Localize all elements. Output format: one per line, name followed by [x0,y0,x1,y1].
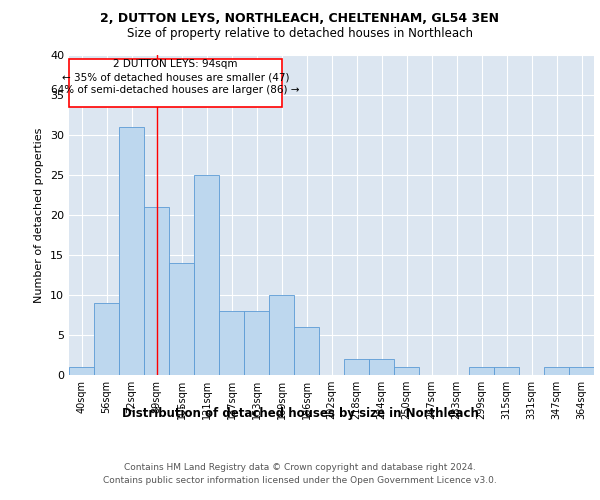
Bar [269,295,294,375]
Bar [569,367,594,375]
Bar [169,263,194,375]
Text: Contains public sector information licensed under the Open Government Licence v3: Contains public sector information licen… [103,476,497,485]
Bar [69,59,281,107]
Text: 2 DUTTON LEYS: 94sqm: 2 DUTTON LEYS: 94sqm [113,59,238,69]
Text: Distribution of detached houses by size in Northleach: Distribution of detached houses by size … [122,408,478,420]
Y-axis label: Number of detached properties: Number of detached properties [34,128,44,302]
Text: 2, DUTTON LEYS, NORTHLEACH, CHELTENHAM, GL54 3EN: 2, DUTTON LEYS, NORTHLEACH, CHELTENHAM, … [101,12,499,26]
Text: Size of property relative to detached houses in Northleach: Size of property relative to detached ho… [127,28,473,40]
Bar [144,207,169,375]
Bar [344,359,369,375]
Bar [369,359,394,375]
Bar [544,367,569,375]
Bar [244,311,269,375]
Bar [394,367,419,375]
Bar [119,127,144,375]
Bar [294,327,319,375]
Bar [219,311,244,375]
Bar [194,175,219,375]
Text: 64% of semi-detached houses are larger (86) →: 64% of semi-detached houses are larger (… [51,86,299,96]
Bar [494,367,519,375]
Bar [469,367,494,375]
Bar [94,303,119,375]
Text: Contains HM Land Registry data © Crown copyright and database right 2024.: Contains HM Land Registry data © Crown c… [124,462,476,471]
Text: ← 35% of detached houses are smaller (47): ← 35% of detached houses are smaller (47… [62,72,289,83]
Bar [69,367,94,375]
